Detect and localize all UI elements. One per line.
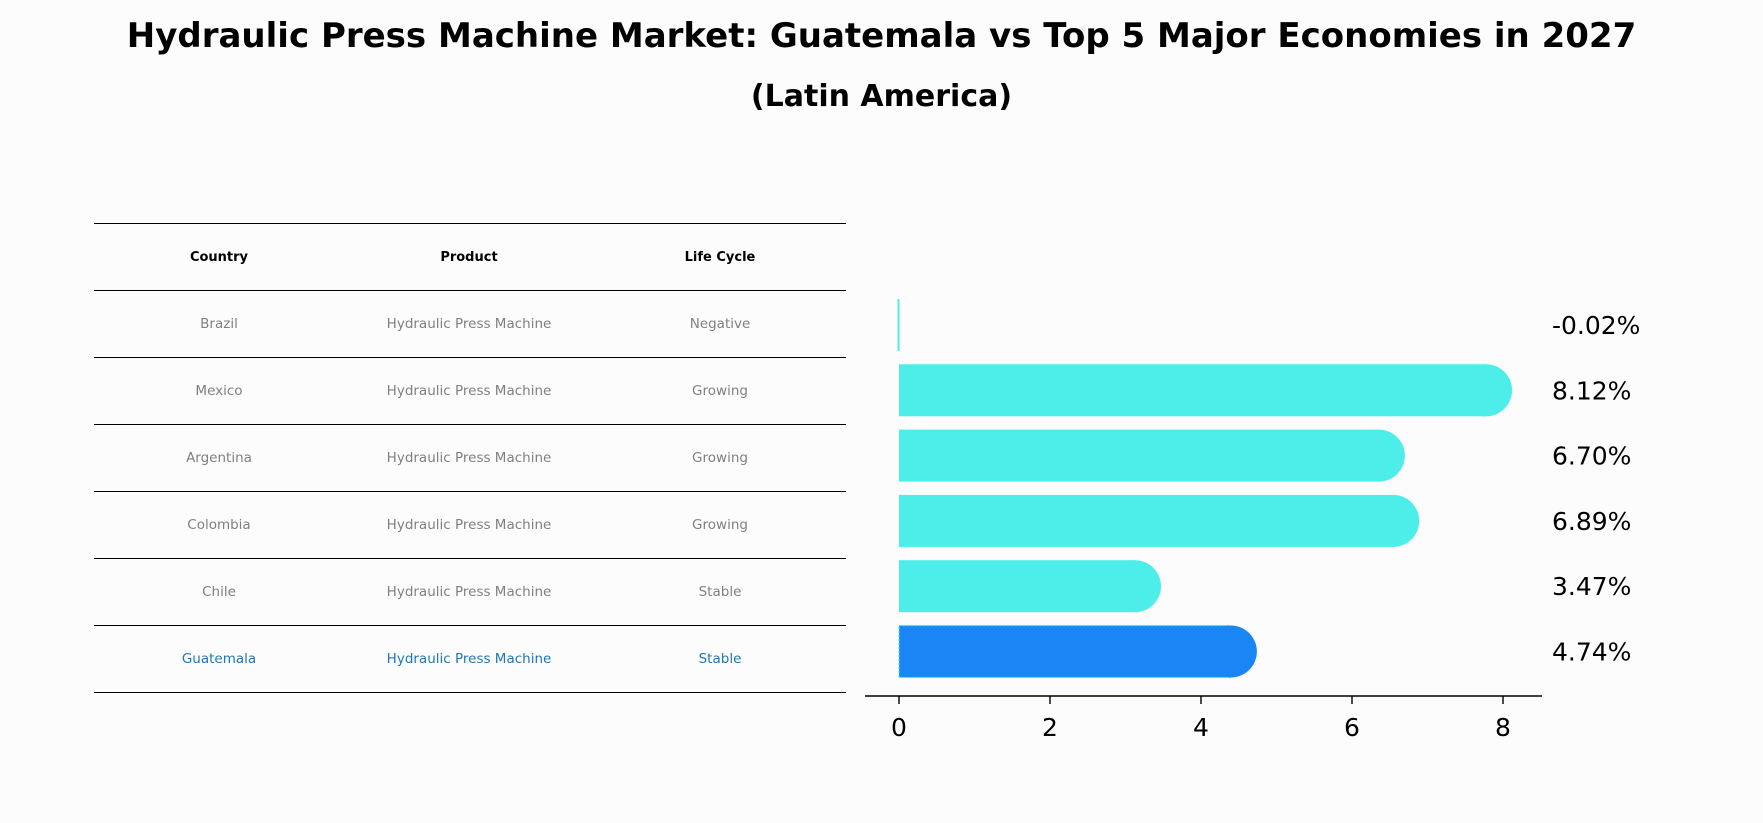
table-row-highlight: Guatemala Hydraulic Press Machine Stable [94, 625, 846, 693]
chart-subtitle: (Latin America) [750, 79, 1013, 114]
bar-cap [1108, 560, 1161, 613]
cell-country: Guatemala [94, 625, 344, 693]
value-label-mexico: 8.12% [1552, 376, 1631, 405]
chart-title: Hydraulic Press Machine Market: Guatemal… [126, 16, 1637, 56]
cell-product: Hydraulic Press Machine [344, 558, 594, 626]
cell-country: Brazil [94, 290, 344, 358]
x-tick-label-4: 4 [1193, 713, 1209, 742]
cell-product: Hydraulic Press Machine [344, 290, 594, 358]
bar-chile [899, 560, 1161, 613]
bar-body [899, 494, 1394, 547]
table-header-row: Country Product Life Cycle [94, 223, 846, 291]
x-tick-label-8: 8 [1495, 713, 1511, 742]
bar-cap [1352, 429, 1405, 482]
cell-country: Colombia [94, 491, 344, 559]
bar-brazil [897, 299, 900, 351]
x-tick-label-2: 2 [1042, 713, 1058, 742]
value-label-brazil: -0.02% [1552, 311, 1640, 340]
cell-country: Chile [94, 558, 344, 626]
cell-country: Argentina [94, 424, 344, 492]
bar-body [899, 364, 1487, 417]
cell-life-cycle: Stable [594, 558, 846, 626]
bar-body [898, 624, 1232, 679]
cell-life-cycle: Stable [594, 625, 846, 693]
x-tick-label-6: 6 [1344, 713, 1360, 742]
header-life-cycle: Life Cycle [594, 223, 846, 291]
table-row: Brazil Hydraulic Press Machine Negative [94, 290, 846, 358]
cell-life-cycle: Negative [594, 290, 846, 358]
bar-cap [1367, 494, 1420, 547]
bar-mexico [899, 364, 1513, 417]
value-labels-layer: -0.02% 8.12% 6.70% 6.89% 3.47% 4.74% [1552, 311, 1640, 667]
bar-body [899, 560, 1135, 613]
value-label-argentina: 6.70% [1552, 442, 1631, 471]
table-row: Chile Hydraulic Press Machine Stable [94, 558, 846, 626]
cell-product: Hydraulic Press Machine [344, 424, 594, 492]
value-label-colombia: 6.89% [1552, 507, 1631, 536]
cell-life-cycle: Growing [594, 424, 846, 492]
bar-argentina [899, 429, 1405, 482]
bars-layer [897, 299, 1513, 679]
bar-body [899, 429, 1379, 482]
x-tick-label-0: 0 [891, 713, 907, 742]
cell-life-cycle: Growing [594, 491, 846, 559]
cell-product: Hydraulic Press Machine [344, 491, 594, 559]
cell-life-cycle: Growing [594, 357, 846, 425]
bar-guatemala [898, 624, 1257, 679]
table-row: Argentina Hydraulic Press Machine Growin… [94, 424, 846, 492]
bar-cap [1204, 625, 1257, 678]
table-row: Mexico Hydraulic Press Machine Growing [94, 357, 846, 425]
cell-product: Hydraulic Press Machine [344, 625, 594, 693]
cell-product: Hydraulic Press Machine [344, 357, 594, 425]
bar-cap [1460, 364, 1513, 417]
value-label-chile: 3.47% [1552, 572, 1631, 601]
cell-country: Mexico [94, 357, 344, 425]
market-table: Country Product Life Cycle Brazil Hydrau… [94, 223, 846, 693]
table-row: Colombia Hydraulic Press Machine Growing [94, 491, 846, 559]
bar-colombia [899, 494, 1420, 547]
header-product: Product [344, 223, 594, 291]
header-country: Country [94, 223, 344, 291]
value-label-guatemala: 4.74% [1552, 638, 1631, 667]
x-ticks-layer: 0 2 4 6 8 [891, 696, 1511, 742]
